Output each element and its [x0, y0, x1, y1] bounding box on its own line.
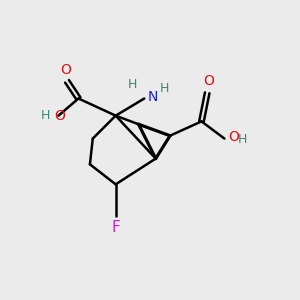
- Text: H: H: [40, 109, 50, 122]
- Text: O: O: [229, 130, 240, 144]
- Text: O: O: [203, 74, 214, 88]
- Text: O: O: [54, 109, 65, 123]
- Text: N: N: [147, 90, 158, 104]
- Text: F: F: [111, 220, 120, 235]
- Text: H: H: [160, 82, 169, 95]
- Text: H: H: [128, 78, 137, 91]
- Text: O: O: [60, 63, 71, 77]
- Text: H: H: [238, 133, 248, 146]
